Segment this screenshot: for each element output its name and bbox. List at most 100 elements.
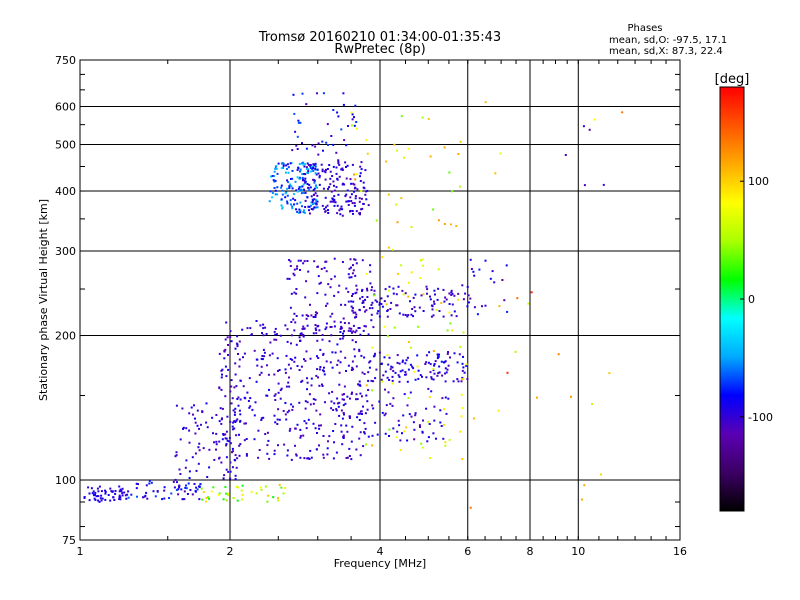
scatter-point <box>400 115 403 118</box>
scatter-point <box>409 346 412 349</box>
scatter-point <box>378 301 381 304</box>
scatter-point <box>341 208 344 211</box>
scatter-point <box>340 327 343 330</box>
scatter-point <box>299 121 302 124</box>
scatter-point <box>327 283 330 286</box>
scatter-point <box>183 490 186 493</box>
scatter-point <box>359 333 362 336</box>
scatter-point <box>453 310 456 313</box>
scatter-point <box>256 364 259 367</box>
scatter-point <box>229 461 232 464</box>
scatter-point <box>337 160 340 163</box>
scatter-point <box>274 193 277 196</box>
scatter-point <box>350 276 353 279</box>
scatter-point <box>315 409 318 412</box>
scatter-point <box>295 453 298 456</box>
scatter-point <box>335 151 338 154</box>
scatter-point <box>365 198 368 201</box>
scatter-point <box>347 322 350 325</box>
scatter-point <box>407 314 410 316</box>
scatter-point <box>266 444 269 447</box>
scatter-point <box>319 348 322 351</box>
scatter-point <box>282 492 285 495</box>
scatter-point <box>262 327 265 330</box>
scatter-point <box>286 449 289 452</box>
scatter-point <box>248 377 251 380</box>
scatter-point <box>431 305 434 308</box>
scatter-point <box>451 190 454 193</box>
scatter-point <box>351 360 354 363</box>
scatter-point <box>179 473 182 475</box>
scatter-point <box>384 370 387 373</box>
scatter-point <box>317 142 320 145</box>
scatter-point <box>352 368 354 371</box>
scatter-point <box>355 313 358 316</box>
scatter-point <box>269 190 272 193</box>
scatter-point <box>364 169 367 172</box>
scatter-point <box>469 258 472 261</box>
scatter-point <box>88 492 91 495</box>
scatter-point <box>407 147 410 150</box>
scatter-point <box>250 333 253 336</box>
scatter-point <box>260 419 263 421</box>
scatter-point <box>285 385 288 388</box>
scatter-point <box>285 418 288 421</box>
scatter-point <box>197 446 200 449</box>
scatter-point <box>100 499 103 502</box>
scatter-point <box>462 355 464 358</box>
scatter-point <box>414 414 417 417</box>
scatter-point <box>364 193 367 196</box>
scatter-point <box>298 401 301 404</box>
scatter-point <box>398 312 401 315</box>
scatter-point <box>303 209 305 212</box>
scatter-point <box>332 180 335 183</box>
scatter-point <box>398 375 401 378</box>
scatter-point <box>448 303 451 305</box>
scatter-point <box>235 419 238 422</box>
scatter-point <box>300 365 303 368</box>
scatter-point <box>176 481 178 484</box>
scatter-point <box>359 431 362 434</box>
scatter-point <box>353 124 356 127</box>
scatter-point <box>296 190 299 193</box>
scatter-point <box>286 328 289 331</box>
scatter-point <box>358 309 361 312</box>
scatter-point <box>339 337 342 340</box>
scatter-point <box>315 374 318 377</box>
scatter-point <box>298 163 301 166</box>
scatter-point <box>289 306 292 309</box>
scatter-point <box>330 135 333 137</box>
scatter-point <box>436 353 439 356</box>
scatter-point <box>295 315 298 317</box>
scatter-point <box>386 376 389 379</box>
scatter-point <box>293 291 296 294</box>
scatter-point <box>351 309 354 312</box>
scatter-point <box>194 490 197 493</box>
scatter-point <box>299 456 302 459</box>
scatter-point <box>302 161 305 164</box>
scatter-point <box>414 310 417 313</box>
scatter-point <box>246 327 249 330</box>
scatter-point <box>318 368 321 371</box>
scatter-point <box>231 397 234 400</box>
scatter-point <box>364 325 367 328</box>
scatter-point <box>249 405 252 408</box>
scatter-point <box>178 468 181 471</box>
scatter-point <box>430 377 433 380</box>
scatter-point <box>314 192 317 195</box>
scatter-point <box>461 407 464 410</box>
scatter-point <box>371 434 374 437</box>
scatter-point <box>445 412 448 415</box>
scatter-point <box>271 196 274 199</box>
scatter-point <box>270 175 272 178</box>
scatter-point <box>439 421 442 424</box>
scatter-point <box>333 184 335 187</box>
scatter-point <box>341 443 344 446</box>
scatter-point <box>317 357 320 359</box>
scatter-point <box>336 402 339 405</box>
scatter-point <box>293 203 296 206</box>
scatter-point <box>175 451 178 454</box>
scatter-point <box>401 289 404 292</box>
scatter-point <box>350 327 353 330</box>
scatter-point <box>202 447 205 450</box>
